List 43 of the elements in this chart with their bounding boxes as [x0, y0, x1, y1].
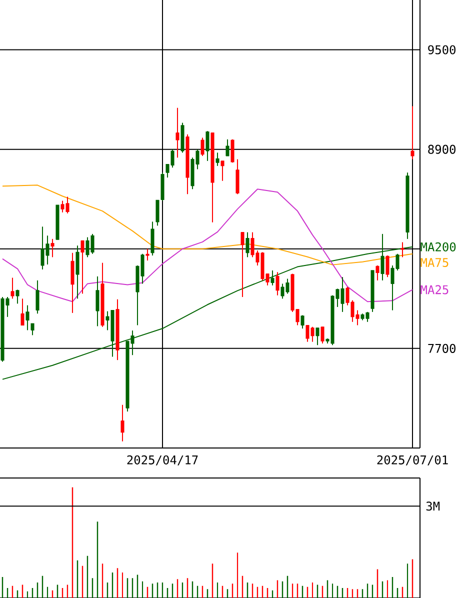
x-tick-label: 2025/04/17: [127, 455, 198, 466]
candlestick: [146, 248, 150, 261]
candlestick: [156, 200, 160, 226]
candlestick: [216, 152, 220, 166]
candlestick: [316, 327, 320, 346]
candlestick: [36, 280, 40, 314]
candlestick: [206, 130, 210, 162]
series-label: MA200: [420, 242, 456, 252]
candlestick: [246, 232, 250, 258]
candlestick: [236, 158, 240, 195]
series-label: MA75: [420, 258, 448, 268]
y-tick-label: 9500: [428, 45, 456, 54]
y-tick-label: 7700: [428, 344, 456, 353]
candlestick: [400, 242, 404, 258]
candlestick: [26, 304, 30, 331]
y-tick-label: 8900: [428, 144, 456, 154]
ref-line-label: 3M: [426, 502, 440, 511]
series-label: MA25: [420, 285, 448, 294]
candlestick: [150, 221, 154, 256]
candlestick: [410, 106, 414, 160]
candlestick: [300, 314, 304, 330]
candlestick: [226, 138, 230, 156]
candlestick: [96, 276, 100, 327]
candlestick: [120, 404, 124, 442]
candlestick: [270, 270, 274, 286]
candlestick: [20, 298, 24, 326]
candlestick: [220, 160, 224, 182]
candlestick: [176, 107, 180, 158]
candlestick: [50, 238, 54, 258]
candlestick: [70, 252, 74, 314]
candlestick: [376, 264, 380, 281]
candlestick: [240, 232, 244, 298]
candlestick: [200, 137, 204, 156]
candlestick: [276, 272, 280, 296]
candlestick: [16, 289, 20, 304]
x-tick-label: 2025/07/01: [377, 455, 448, 466]
candlestick: [10, 277, 14, 300]
candlestick: [386, 255, 390, 278]
candlestick: [30, 323, 34, 336]
candlestick: [320, 326, 324, 344]
line-series: [2, 184, 413, 266]
candlestick: [76, 245, 80, 300]
candlestick: [80, 240, 84, 294]
